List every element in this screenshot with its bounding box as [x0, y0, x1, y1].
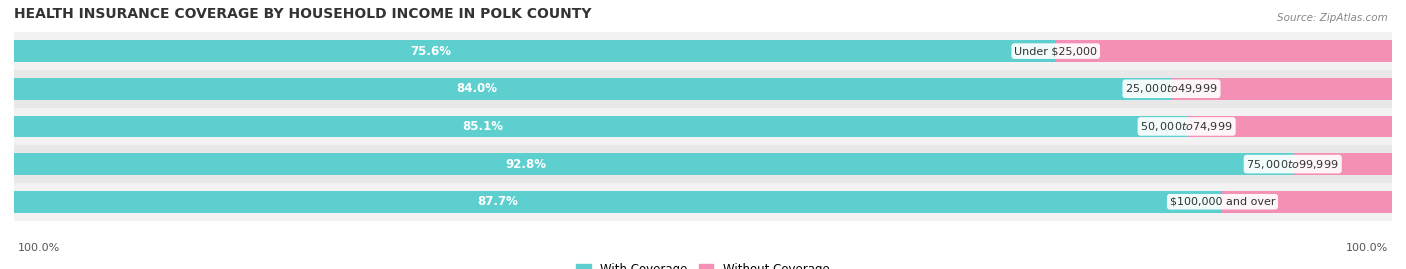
Bar — [14, 78, 1171, 100]
Text: 75.6%: 75.6% — [411, 45, 451, 58]
Bar — [14, 40, 1056, 62]
Bar — [14, 191, 1222, 213]
Legend: With Coverage, Without Coverage: With Coverage, Without Coverage — [572, 258, 834, 269]
Bar — [1056, 40, 1392, 62]
Bar — [14, 183, 1392, 221]
Text: HEALTH INSURANCE COVERAGE BY HOUSEHOLD INCOME IN POLK COUNTY: HEALTH INSURANCE COVERAGE BY HOUSEHOLD I… — [14, 7, 592, 22]
Bar — [14, 70, 1392, 108]
Text: Under $25,000: Under $25,000 — [1014, 46, 1097, 56]
Bar — [1187, 115, 1392, 137]
Text: $25,000 to $49,999: $25,000 to $49,999 — [1125, 82, 1218, 95]
Text: 100.0%: 100.0% — [18, 243, 60, 253]
Text: $75,000 to $99,999: $75,000 to $99,999 — [1247, 158, 1339, 171]
Bar — [14, 115, 1187, 137]
Bar — [14, 153, 1292, 175]
Text: 84.0%: 84.0% — [457, 82, 498, 95]
Text: 87.7%: 87.7% — [477, 195, 517, 208]
Text: 85.1%: 85.1% — [463, 120, 503, 133]
Text: $100,000 and over: $100,000 and over — [1170, 197, 1275, 207]
Bar — [1222, 191, 1392, 213]
Text: Source: ZipAtlas.com: Source: ZipAtlas.com — [1277, 13, 1388, 23]
Text: 92.8%: 92.8% — [505, 158, 546, 171]
Bar — [14, 32, 1392, 70]
Text: $50,000 to $74,999: $50,000 to $74,999 — [1140, 120, 1233, 133]
Bar — [1171, 78, 1392, 100]
Bar — [1292, 153, 1392, 175]
Text: 100.0%: 100.0% — [1346, 243, 1388, 253]
Bar — [14, 108, 1392, 145]
Bar — [14, 145, 1392, 183]
